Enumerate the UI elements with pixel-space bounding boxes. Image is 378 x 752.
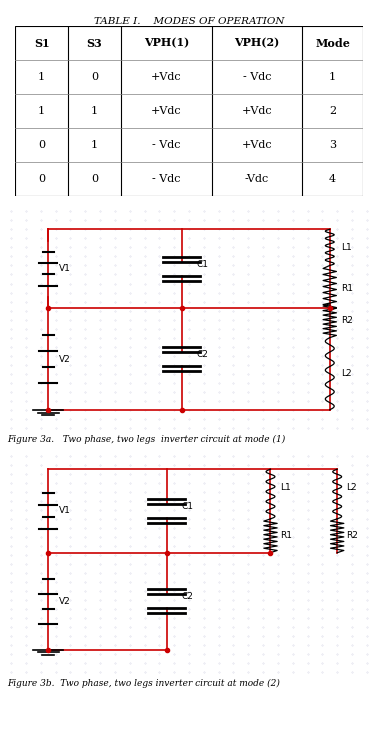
Text: R2: R2 <box>346 532 358 540</box>
Text: +Vdc: +Vdc <box>151 72 182 82</box>
Text: - Vdc: - Vdc <box>152 174 181 183</box>
Text: Figure 3b.  Two phase, two legs inverter circuit at mode (2): Figure 3b. Two phase, two legs inverter … <box>8 679 280 688</box>
Text: C2: C2 <box>197 350 208 359</box>
Text: 3: 3 <box>329 140 336 150</box>
Text: V1: V1 <box>59 265 71 273</box>
Text: L2: L2 <box>341 369 352 378</box>
Text: - Vdc: - Vdc <box>152 140 181 150</box>
Text: - Vdc: - Vdc <box>243 72 271 82</box>
Text: R2: R2 <box>341 317 353 325</box>
Text: -Vdc: -Vdc <box>245 174 269 183</box>
Text: Figure 3a.   Two phase, two legs  inverter circuit at mode (1): Figure 3a. Two phase, two legs inverter … <box>8 435 286 444</box>
Text: 0: 0 <box>91 72 98 82</box>
Text: L1: L1 <box>341 243 352 252</box>
Text: L2: L2 <box>346 483 357 492</box>
Text: V2: V2 <box>59 597 71 605</box>
Text: S1: S1 <box>34 38 50 49</box>
Text: S3: S3 <box>87 38 102 49</box>
Text: C1: C1 <box>181 502 194 511</box>
Text: 1: 1 <box>38 106 45 116</box>
Text: +Vdc: +Vdc <box>151 106 182 116</box>
Text: 2: 2 <box>329 106 336 116</box>
Text: C1: C1 <box>197 260 208 268</box>
Text: Mode: Mode <box>315 38 350 49</box>
Text: 0: 0 <box>38 140 45 150</box>
Text: 1: 1 <box>38 72 45 82</box>
Text: 0: 0 <box>91 174 98 183</box>
Text: R1: R1 <box>280 532 292 540</box>
Text: 0: 0 <box>38 174 45 183</box>
Text: R1: R1 <box>341 284 353 293</box>
Text: V2: V2 <box>59 355 71 363</box>
Text: 1: 1 <box>329 72 336 82</box>
Text: 1: 1 <box>91 140 98 150</box>
Text: +Vdc: +Vdc <box>242 106 273 116</box>
Text: VPH(1): VPH(1) <box>144 38 189 49</box>
Text: L1: L1 <box>280 483 291 492</box>
Text: 1: 1 <box>91 106 98 116</box>
Text: TABLE I.    MODES OF OPERATION: TABLE I. MODES OF OPERATION <box>94 17 284 26</box>
Text: V1: V1 <box>59 507 71 515</box>
Text: +Vdc: +Vdc <box>242 140 273 150</box>
Text: C2: C2 <box>181 593 194 601</box>
Text: VPH(2): VPH(2) <box>234 38 280 49</box>
Text: 4: 4 <box>329 174 336 183</box>
